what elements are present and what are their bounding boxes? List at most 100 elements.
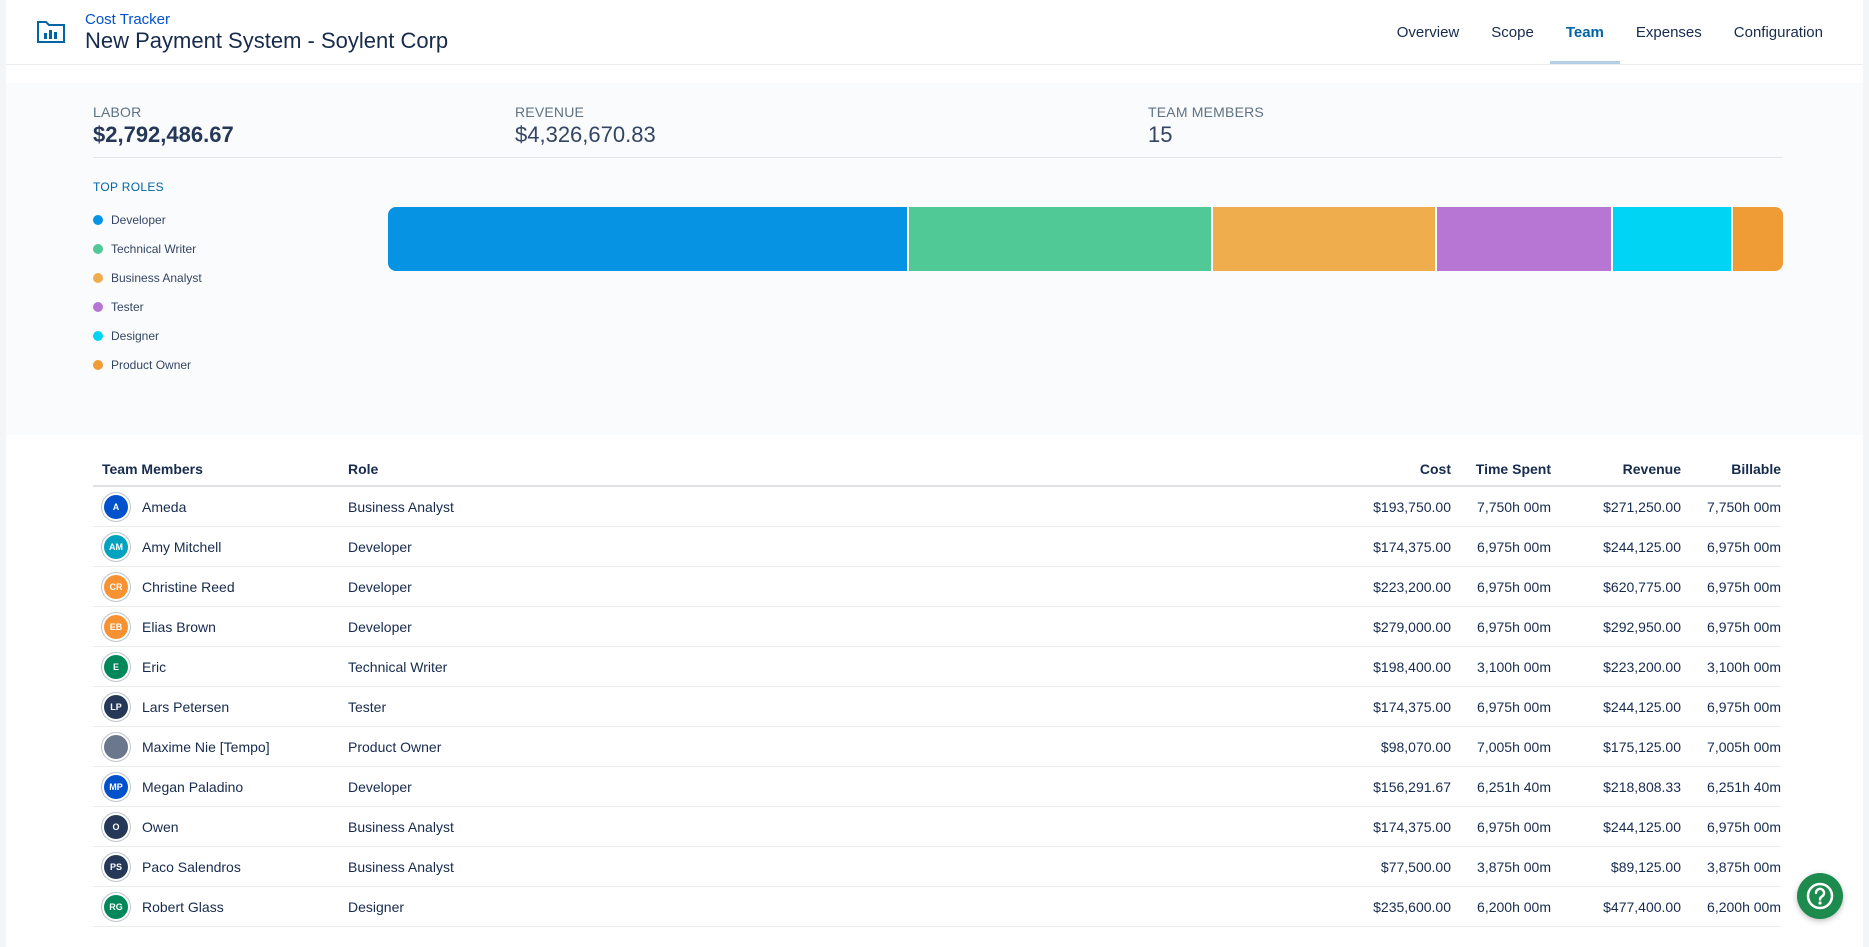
role-cell: Business Analyst — [348, 486, 1311, 527]
summary-divider — [93, 157, 1783, 158]
bar-segment-tester[interactable] — [1434, 207, 1612, 271]
cost-cell: $98,070.00 — [1311, 726, 1451, 767]
role-cell: Developer — [348, 766, 1311, 807]
table-row[interactable]: AM Amy Mitchell Developer $174,375.00 6,975h… — [93, 526, 1781, 567]
avatar: E — [104, 654, 128, 679]
team-members-stat: TEAM MEMBERS 15 — [1148, 104, 1264, 148]
billable-cell: 7,005h 00m — [1681, 726, 1781, 767]
member-name: Christine Reed — [142, 578, 235, 595]
avatar: A — [104, 494, 128, 519]
header-revenue[interactable]: Revenue — [1551, 452, 1681, 487]
cost-cell: $193,750.00 — [1311, 486, 1451, 527]
member-cell: LP Lars Petersen — [93, 686, 348, 727]
cost-cell: $174,375.00 — [1311, 526, 1451, 567]
tab-scope[interactable]: Scope — [1491, 24, 1534, 41]
header-time-spent[interactable]: Time Spent — [1451, 452, 1551, 487]
member-cell: A Ameda — [93, 486, 348, 527]
revenue-cell: $218,808.33 — [1551, 766, 1681, 807]
time-spent-cell: 6,975h 00m — [1451, 686, 1551, 727]
member-info: O Owen — [93, 814, 348, 839]
avatar: MP — [104, 774, 128, 799]
member-info: AM Amy Mitchell — [93, 534, 348, 559]
table-row[interactable]: MP Megan Paladino Developer $156,291.67 6,25… — [93, 766, 1781, 807]
table-row[interactable]: RG Robert Glass Designer $235,600.00 6,200h … — [93, 886, 1781, 927]
header-cost[interactable]: Cost — [1311, 452, 1451, 487]
billable-cell: 6,975h 00m — [1681, 806, 1781, 847]
app-header: Cost Tracker New Payment System - Soylen… — [6, 0, 1863, 65]
avatar: AM — [104, 534, 128, 559]
role-cell: Business Analyst — [348, 846, 1311, 887]
table-row[interactable]: PS Paco Salendros Business Analyst $77,500.… — [93, 846, 1781, 887]
member-name: Elias Brown — [142, 618, 216, 635]
revenue-cell: $223,200.00 — [1551, 646, 1681, 687]
tab-expenses[interactable]: Expenses — [1635, 24, 1702, 41]
member-cell: CR Christine Reed — [93, 566, 348, 607]
revenue-value: $4,326,670.83 — [515, 122, 656, 147]
member-name: Owen — [142, 818, 179, 835]
table-row[interactable]: Maxime Nie [Tempo] Product Owner $98,070.0… — [93, 726, 1781, 767]
legend-dot-icon — [93, 359, 103, 370]
billable-cell: 6,251h 40m — [1681, 766, 1781, 807]
time-spent-cell: 6,975h 00m — [1451, 806, 1551, 847]
header-team-members[interactable]: Team Members — [93, 452, 348, 487]
member-name: Ameda — [142, 498, 187, 515]
tab-overview[interactable]: Overview — [1396, 24, 1460, 41]
table-row[interactable]: CR Christine Reed Developer $223,200.00 6,97… — [93, 566, 1781, 607]
legend-label: Tester — [111, 299, 144, 314]
legend-label: Designer — [111, 328, 160, 343]
revenue-cell: $292,950.00 — [1551, 606, 1681, 647]
cost-cell: $198,400.00 — [1311, 646, 1451, 687]
bar-chart-folder-icon — [37, 21, 65, 43]
team-table-container: Team Members Role Cost Time Spent Revenu… — [93, 452, 1781, 927]
role-cell: Tester — [348, 686, 1311, 727]
bar-segment-technical-writer[interactable] — [907, 207, 1212, 271]
labor-stat: LABOR $2,792,486.67 — [93, 104, 234, 148]
table-row[interactable]: A Ameda Business Analyst $193,750.00 7,750h … — [93, 486, 1781, 527]
revenue-cell: $477,400.00 — [1551, 886, 1681, 927]
member-cell: AM Amy Mitchell — [93, 526, 348, 567]
bar-segment-business-analyst[interactable] — [1211, 207, 1435, 271]
member-info: CR Christine Reed — [93, 574, 348, 599]
legend-dot-icon — [93, 272, 103, 283]
labor-value: $2,792,486.67 — [93, 122, 234, 147]
cost-cell: $156,291.67 — [1311, 766, 1451, 807]
revenue-stat: REVENUE $4,326,670.83 — [515, 104, 656, 148]
member-name: Megan Paladino — [142, 778, 244, 795]
labor-label: LABOR — [93, 104, 142, 120]
member-name: Eric — [142, 658, 167, 675]
billable-cell: 3,100h 00m — [1681, 646, 1781, 687]
help-button[interactable] — [1797, 873, 1843, 919]
member-info: MP Megan Paladino — [93, 774, 348, 799]
page-title: New Payment System - Soylent Corp — [85, 28, 449, 53]
role-cell: Business Analyst — [348, 806, 1311, 847]
tab-configuration[interactable]: Configuration — [1733, 24, 1823, 41]
cost-cell: $174,375.00 — [1311, 806, 1451, 847]
member-name: Maxime Nie [Tempo] — [142, 738, 270, 755]
tab-nav: Overview Scope Team Expenses Configuration — [1381, 0, 1839, 64]
summary-panel: LABOR $2,792,486.67 REVENUE $4,326,670.8… — [6, 83, 1863, 435]
table-row[interactable]: EB Elias Brown Developer $279,000.00 6,975h … — [93, 606, 1781, 647]
legend-dot-icon — [93, 214, 103, 225]
legend-item: Developer — [93, 205, 202, 234]
table-row[interactable]: E Eric Technical Writer $198,400.00 3,100h 0… — [93, 646, 1781, 687]
member-cell: PS Paco Salendros — [93, 846, 348, 887]
app-name-link[interactable]: Cost Tracker — [85, 11, 171, 28]
cost-cell: $235,600.00 — [1311, 886, 1451, 927]
bar-segment-product-owner[interactable] — [1731, 207, 1783, 271]
bar-segment-designer[interactable] — [1611, 207, 1732, 271]
role-cell: Developer — [348, 606, 1311, 647]
legend-item: Business Analyst — [93, 263, 202, 292]
billable-cell: 6,975h 00m — [1681, 526, 1781, 567]
help-question-icon — [1806, 882, 1834, 910]
billable-cell: 6,975h 00m — [1681, 566, 1781, 607]
revenue-cell: $620,775.00 — [1551, 566, 1681, 607]
time-spent-cell: 6,251h 40m — [1451, 766, 1551, 807]
billable-cell: 7,750h 00m — [1681, 486, 1781, 527]
bar-segment-developer[interactable] — [388, 207, 908, 271]
table-row[interactable]: LP Lars Petersen Tester $174,375.00 6,975h 0… — [93, 686, 1781, 727]
legend-item: Technical Writer — [93, 234, 202, 263]
table-row[interactable]: O Owen Business Analyst $174,375.00 6,975h 0… — [93, 806, 1781, 847]
header-role[interactable]: Role — [348, 452, 1311, 487]
header-billable[interactable]: Billable — [1681, 452, 1781, 487]
tab-team[interactable]: Team — [1549, 0, 1620, 64]
